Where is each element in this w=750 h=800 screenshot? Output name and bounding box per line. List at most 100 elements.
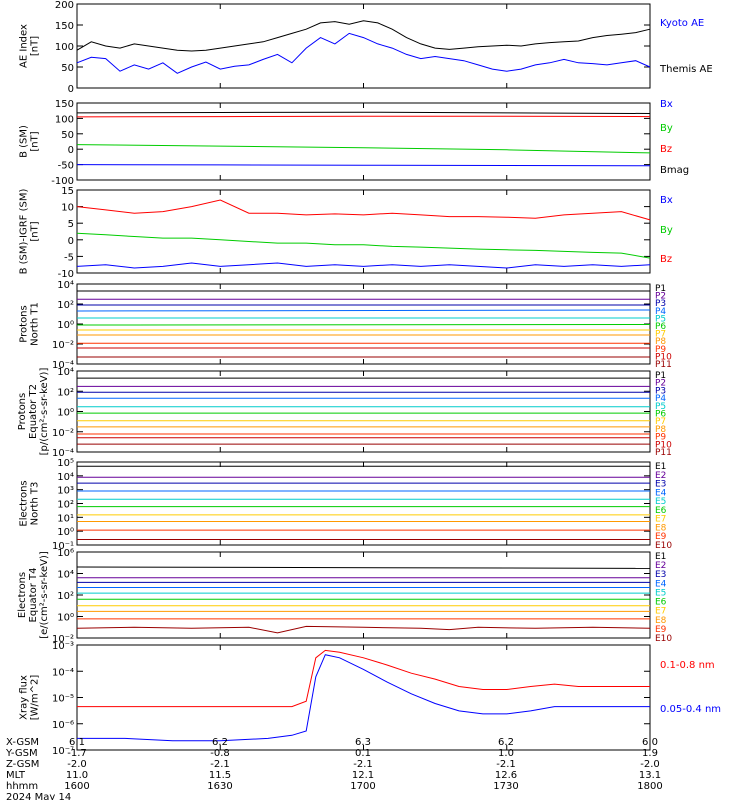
legend-label: P1 xyxy=(655,284,666,294)
series-line-Bz xyxy=(76,199,651,221)
y-tick-label: 0 xyxy=(68,145,74,156)
y-axis-label-line: [nT] xyxy=(30,221,41,241)
y-axis-label-line: Equator T2 xyxy=(28,384,39,439)
time-axis-value: 13.1 xyxy=(639,770,661,781)
time-axis-value: -0.8 xyxy=(210,748,230,759)
legend-label: P7 xyxy=(655,417,666,427)
panel-frame xyxy=(76,3,651,89)
y-tick-label: 15 xyxy=(61,186,74,197)
y-tick-label: 50 xyxy=(61,130,74,141)
time-axis-value: 1700 xyxy=(350,781,375,792)
legend-label: P5 xyxy=(655,314,666,324)
y-tick-label: 50 xyxy=(61,63,74,74)
time-axis-value: 1.0 xyxy=(498,748,514,759)
legend-label: E6 xyxy=(655,506,667,516)
time-axis-value: -2.0 xyxy=(67,759,87,770)
time-axis-row-label: Y-GSM xyxy=(5,748,38,759)
y-axis-label-line: Xray flux xyxy=(19,675,30,720)
legend-label: P11 xyxy=(655,360,672,370)
date-label: 2024 May 14 xyxy=(6,792,71,800)
y-tick-label: 10² xyxy=(57,500,74,511)
y-tick-label: 10⁴ xyxy=(57,570,74,581)
legend-label: E2 xyxy=(655,471,666,481)
time-axis-value: 1630 xyxy=(207,781,232,792)
legend-label: P1 xyxy=(655,371,666,381)
y-tick-label: -10 xyxy=(58,269,74,280)
legend-label: By xyxy=(660,123,673,134)
panel-bsmigrf: -10 -5 0 5 10 15 B (SM)-IGRF (SM) [nT] Bx By Bz xyxy=(19,186,673,280)
y-tick-label: 10² xyxy=(57,387,74,398)
legend-label: E2 xyxy=(655,561,666,571)
series-line-E10 xyxy=(76,625,651,634)
y-axis-label-line: Equator T4 xyxy=(28,568,39,623)
y-tick-label: 150 xyxy=(55,21,74,32)
time-axis-row-label: hhmm xyxy=(6,781,38,792)
panel-frame xyxy=(76,283,651,365)
legend-label: Bz xyxy=(660,144,672,155)
series-line-Kyoto-AE xyxy=(76,32,651,74)
y-axis-label-line: [p/(cm²-s-sr-keV)] xyxy=(39,368,50,456)
y-tick-label: 10⁰ xyxy=(57,613,74,624)
legend-label: E10 xyxy=(655,541,672,551)
y-tick-label: 10⁻² xyxy=(52,428,74,439)
legend-label: P8 xyxy=(655,425,666,435)
legend-label: 0.05-0.4 nm xyxy=(660,704,721,715)
y-tick-label: 5 xyxy=(68,219,74,230)
legend-label: P10 xyxy=(655,440,672,450)
y-tick-label: 10⁻³ xyxy=(52,641,74,652)
series-line-P4 xyxy=(76,309,651,312)
legend-label: P10 xyxy=(655,352,672,362)
panel-frame xyxy=(76,189,651,274)
y-tick-label: 10⁶ xyxy=(57,548,74,559)
legend-label: E9 xyxy=(655,625,667,635)
y-tick-label: 0 xyxy=(68,236,74,247)
time-axis-value: 12.6 xyxy=(495,770,517,781)
legend-label: By xyxy=(660,225,673,236)
time-axis-value: 6.0 xyxy=(642,737,658,748)
y-axis-label-line: [W/m^2] xyxy=(30,675,41,721)
legend-label: E6 xyxy=(655,598,667,608)
y-axis-label-line: B (SM) xyxy=(19,125,30,158)
time-axis-row-label: X-GSM xyxy=(6,737,39,748)
legend-label: P3 xyxy=(655,386,666,396)
legend-label: E9 xyxy=(655,532,667,542)
y-tick-label: 10² xyxy=(57,591,74,602)
y-axis-label-line: Protons xyxy=(17,393,28,430)
series-line-By xyxy=(76,144,651,154)
series-line-0-05-0-4-nm xyxy=(77,654,650,742)
y-tick-label: 10³ xyxy=(57,486,74,497)
legend-label: P3 xyxy=(655,299,666,309)
panel-frame xyxy=(76,102,651,181)
legend-label: E3 xyxy=(655,480,666,490)
y-axis-label-line: [nT] xyxy=(30,131,41,151)
panel-bsm: -100 -50 0 50 100 150 B (SM) [nT] Bx By Bz Bmag xyxy=(19,99,690,187)
series-line-Bmag xyxy=(76,111,651,114)
legend-label: E7 xyxy=(655,515,666,525)
y-tick-label: 10 xyxy=(61,203,74,214)
y-tick-label: 100 xyxy=(55,114,74,125)
legend-label: P9 xyxy=(655,345,666,355)
series-line-0-1-0-8-nm xyxy=(77,649,650,708)
time-axis-value: -2.1 xyxy=(210,759,230,770)
time-axis-value: 1.9 xyxy=(642,748,658,759)
time-axis-value: 6.1 xyxy=(69,737,85,748)
time-axis-value: 1730 xyxy=(493,781,518,792)
y-tick-label: 10⁻⁴ xyxy=(52,448,74,459)
y-tick-label: 10⁵ xyxy=(57,458,74,469)
series-line-P6 xyxy=(76,324,651,326)
time-axis-table: X-GSM 6.1 6.2 6.3 6.2 6.0 Y-GSM -1.7 -0.8 0.1 1.0 1… xyxy=(5,737,663,800)
y-tick-label: 10⁻² xyxy=(52,340,74,351)
legend-label: P6 xyxy=(655,410,666,420)
y-tick-label: 10¹ xyxy=(57,513,74,524)
panel-frame xyxy=(76,644,651,751)
legend-label: Kyoto AE xyxy=(660,18,704,29)
y-tick-label: 0 xyxy=(68,84,74,95)
legend-label: 0.1-0.8 nm xyxy=(660,660,715,671)
time-axis-row-label: Z-GSM xyxy=(6,759,39,770)
y-tick-label: 10⁻⁵ xyxy=(52,694,74,705)
legend-label: E5 xyxy=(655,588,666,598)
time-axis-value: 0.1 xyxy=(355,748,371,759)
y-axis-label-line: North T1 xyxy=(30,302,41,346)
y-tick-label: 10⁻² xyxy=(52,634,74,645)
